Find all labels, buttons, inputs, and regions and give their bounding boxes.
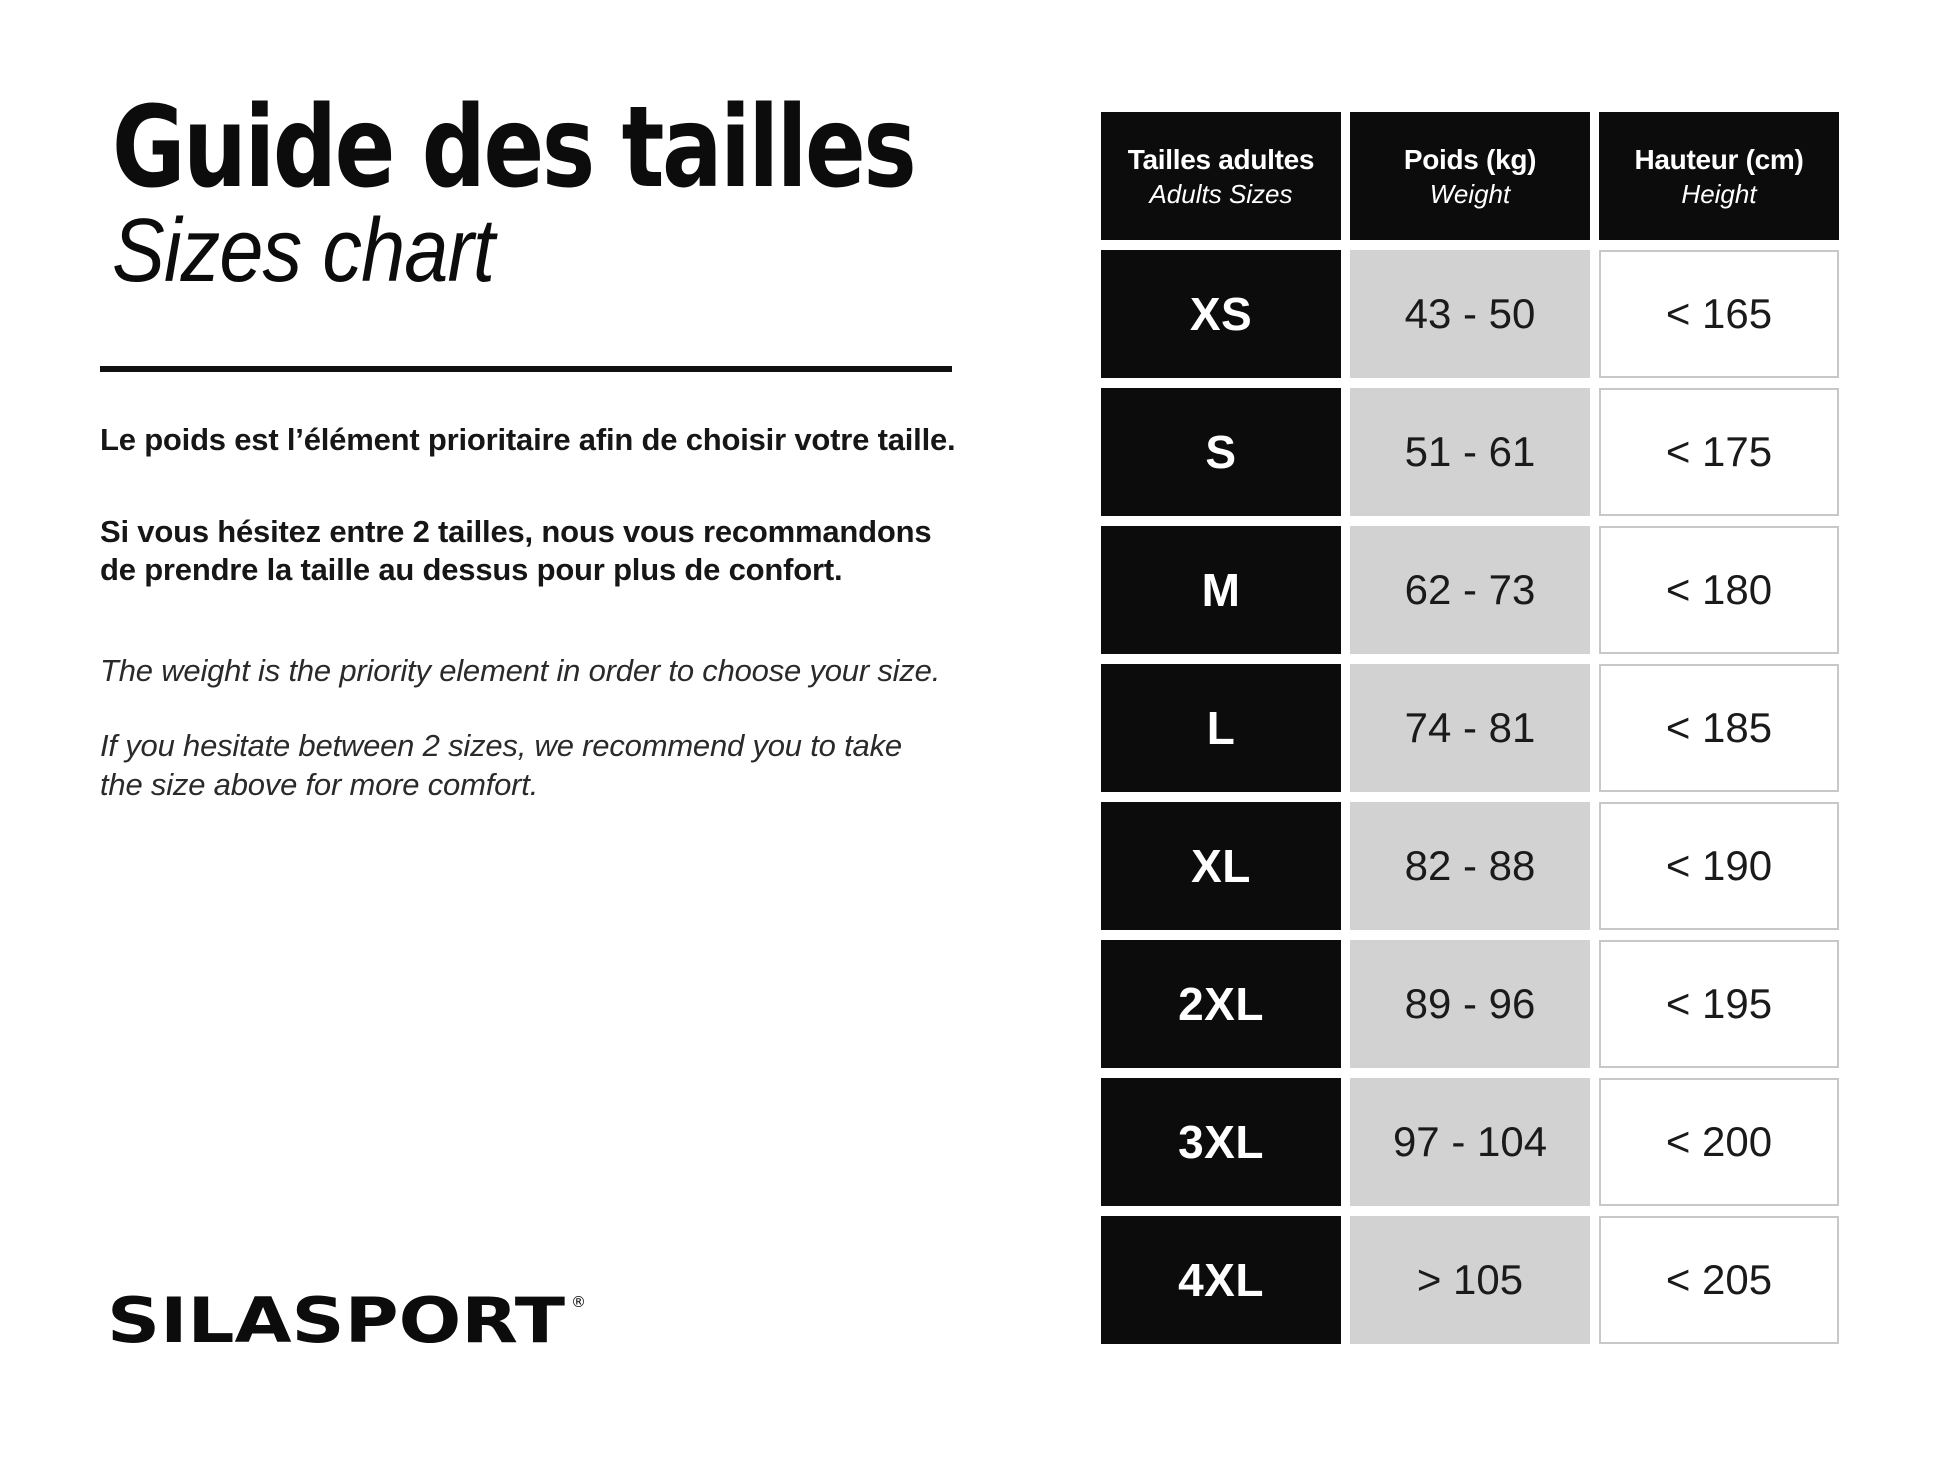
size-label-cell: 3XL: [1101, 1078, 1341, 1206]
size-label-cell: L: [1101, 664, 1341, 792]
page-title-fr: Guide des tailles: [112, 83, 917, 213]
size-label-cell: XS: [1101, 250, 1341, 378]
header-height-en: Height: [1681, 178, 1757, 209]
fr-paragraph-hesitate: Si vous hésitez entre 2 tailles, nous vo…: [100, 513, 932, 589]
silasport-logo: SILASPORT ®: [107, 1293, 586, 1349]
size-label-cell: S: [1101, 388, 1341, 516]
header-cell-weight: Poids (kg) Weight: [1350, 112, 1590, 240]
fr-paragraph-hesitate-line-1: Si vous hésitez entre 2 tailles, nous vo…: [100, 514, 932, 549]
en-paragraph-hesitate-line-1: If you hesitate between 2 sizes, we reco…: [100, 728, 902, 763]
height-value-cell: < 205: [1599, 1216, 1839, 1344]
size-label-cell: XL: [1101, 802, 1341, 930]
weight-value-cell: 97 - 104: [1350, 1078, 1590, 1206]
size-label-cell: 2XL: [1101, 940, 1341, 1068]
header-weight-en: Weight: [1429, 178, 1511, 209]
header-cell-adult-sizes: Tailles adultes Adults Sizes: [1101, 112, 1341, 240]
weight-value-cell: 89 - 96: [1350, 940, 1590, 1068]
en-paragraph-hesitate: If you hesitate between 2 sizes, we reco…: [100, 726, 902, 804]
height-value-cell: < 190: [1599, 802, 1839, 930]
height-value-cell: < 195: [1599, 940, 1839, 1068]
header-height-fr: Hauteur (cm): [1634, 143, 1804, 175]
height-value-cell: < 165: [1599, 250, 1839, 378]
weight-value-cell: 51 - 61: [1350, 388, 1590, 516]
header-weight-fr: Poids (kg): [1403, 143, 1537, 175]
size-label-cell: M: [1101, 526, 1341, 654]
height-value-cell: < 185: [1599, 664, 1839, 792]
weight-value-cell: > 105: [1350, 1216, 1590, 1344]
en-paragraph-weight-priority: The weight is the priority element in or…: [100, 653, 941, 688]
page-title-en: Sizes chart: [112, 201, 495, 301]
header-adult-sizes-en: Adults Sizes: [1149, 178, 1293, 209]
size-table: Tailles adultes Adults Sizes Poids (kg) …: [1101, 112, 1839, 1344]
weight-value-cell: 82 - 88: [1350, 802, 1590, 930]
silasport-logo-text: SILASPORT: [107, 1293, 565, 1349]
header-cell-height: Hauteur (cm) Height: [1599, 112, 1839, 240]
size-label-cell: 4XL: [1101, 1216, 1341, 1344]
height-value-cell: < 180: [1599, 526, 1839, 654]
registered-trademark-mark: ®: [571, 1293, 586, 1311]
height-value-cell: < 200: [1599, 1078, 1839, 1206]
fr-paragraph-hesitate-line-2: de prendre la taille au dessus pour plus…: [100, 552, 843, 587]
weight-value-cell: 62 - 73: [1350, 526, 1590, 654]
fr-paragraph-weight-priority: Le poids est l’élément prioritaire afin …: [100, 422, 956, 457]
en-paragraph-hesitate-line-2: the size above for more comfort.: [100, 767, 539, 802]
header-adult-sizes-fr: Tailles adultes: [1127, 143, 1315, 175]
divider-rule: [100, 366, 952, 372]
weight-value-cell: 43 - 50: [1350, 250, 1590, 378]
weight-value-cell: 74 - 81: [1350, 664, 1590, 792]
height-value-cell: < 175: [1599, 388, 1839, 516]
